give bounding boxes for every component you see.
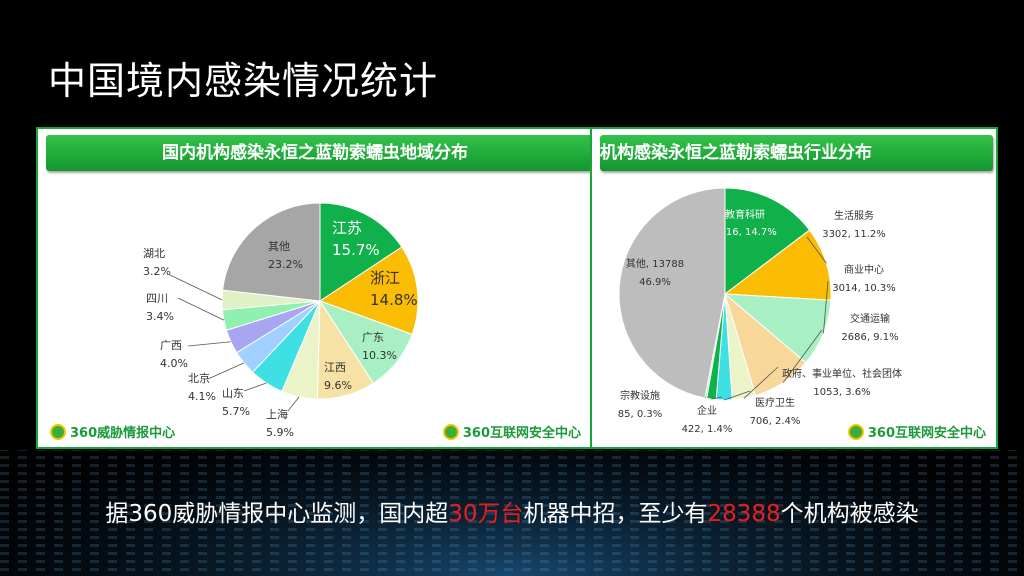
slice-label-5: 医疗卫生 [755,396,795,409]
pie-slice-0 [724,187,811,296]
pie-slice-8 [618,187,726,399]
slice-value-9: 3.2% [143,265,171,278]
slice-value-2: 3014, 10.3% [832,283,896,294]
slice-label-3: 交通运输 [850,312,890,325]
slice-label-5: 山东 [222,387,244,400]
slice-label-0: 教育科研 [725,208,765,221]
slice-value-1: 14.8% [370,291,418,309]
slice-label-8: 四川 [146,292,168,305]
pie-slice-10 [222,202,321,302]
industry-pie-chart: 教育科研 4316, 14.7% 生活服务 3302, 11.2% 商业中心 3014, … [618,187,902,435]
slice-label-3: 江西 [324,361,346,374]
leader-line-4 [287,396,300,412]
slice-label-1: 浙江 [370,269,400,287]
region-chart-panel: 国内机构感染永恒之蓝勒索蠕虫地域分布 江苏 15.7% 浙江 14.8% 广东 10.3%… [36,127,593,449]
slice-label-2: 广东 [362,331,384,344]
slice-value-6: 4.1% [188,390,216,403]
caption: 据360威胁情报中心监测，国内超30万台机器中招，至少有28388个机构被感染 [0,494,1024,528]
leader-line-9 [169,274,223,301]
slice-label-9: 湖北 [143,247,165,260]
slice-value-0: 15.7% [332,241,380,259]
slice-label-1: 生活服务 [834,209,874,222]
leader-line-6 [711,396,723,400]
pie-slice-1 [318,246,419,336]
caption-highlight-orgs: 28388 [707,501,781,527]
leader-line-5 [724,390,751,401]
pie-slice-0 [319,202,403,302]
360-logo-icon [50,423,66,440]
leader-line-3 [782,329,823,383]
slice-value-2: 10.3% [362,349,397,362]
leader-line-7 [187,341,231,347]
leader-line-1 [806,236,827,264]
slice-value-6: 422, 1.4% [682,424,733,435]
slice-value-5: 706, 2.4% [750,416,801,427]
slice-value-10: 23.2% [268,258,303,271]
slice-value-4: 5.9% [266,426,294,439]
leader-line-5 [243,382,267,392]
slice-value-4: 1053, 3.6% [813,387,870,398]
slice-value-5: 5.7% [222,405,250,418]
region-chart-title: 国内机构感染永恒之蓝勒索蠕虫地域分布 [46,135,591,171]
slice-label-7: 宗教设施 [620,389,660,402]
slice-value-3: 2686, 9.1% [841,332,898,343]
360-logo-icon [442,423,459,440]
logo-text-right: 360互联网安全中心 [867,426,986,441]
caption-part-3: 个机构被感染 [780,501,919,527]
leader-line-2 [822,280,829,334]
leader-line-6 [207,362,245,380]
slice-value-3: 9.6% [324,379,352,392]
region-pie-chart: 江苏 15.7% 浙江 14.8% 广东 10.3% 江西 9.6% 上海 5.9% 山东 5.7% 北… [143,202,419,439]
slice-value-7: 85, 0.3% [618,409,663,420]
slice-label-10: 其他 [268,240,290,253]
slice-label-4: 上海 [266,407,288,421]
slice-label-8: 其他, 13788 [626,257,684,270]
caption-part-2: 机器中招，至少有 [523,501,708,527]
leader-line-8 [177,297,225,321]
industry-chart-panel: 机构感染永恒之蓝勒索蠕虫行业分布 教育科研 4316, 14.7% 生活服务 3302… [590,127,998,449]
slide-title: 中国境内感染情况统计 [48,59,439,103]
slice-value-1: 3302, 11.2% [822,229,886,240]
slice-label-6: 北京 [188,371,210,385]
caption-part-1: 据360威胁情报中心监测，国内超 [105,501,449,527]
slice-label-6: 企业 [697,404,717,417]
slice-label-2: 商业中心 [844,263,884,276]
logo-360-security-center-left: 360互联网安全中心 [442,422,581,441]
slice-value-8: 3.4% [146,310,174,323]
industry-chart-title: 机构感染永恒之蓝勒索蠕虫行业分布 [600,135,993,171]
slice-value-0: 4316, 14.7% [713,227,777,238]
slice-label-0: 江苏 [332,219,362,237]
logo-text-left: 360威胁情报中心 [70,426,176,441]
360-logo-icon [847,423,864,440]
logo-text-mid: 360互联网安全中心 [462,426,581,441]
slice-value-8: 46.9% [639,277,671,288]
slice-label-7: 广西 [160,339,182,352]
logo-360-threat-intel: 360威胁情报中心 [50,422,175,441]
slice-label-4: 政府、事业单位、社会团体 [782,367,902,380]
logo-360-security-center-right: 360互联网安全中心 [847,422,986,441]
slice-value-7: 4.0% [160,357,188,370]
caption-highlight-machines: 30万台 [448,501,524,527]
leader-line-4 [743,366,779,399]
